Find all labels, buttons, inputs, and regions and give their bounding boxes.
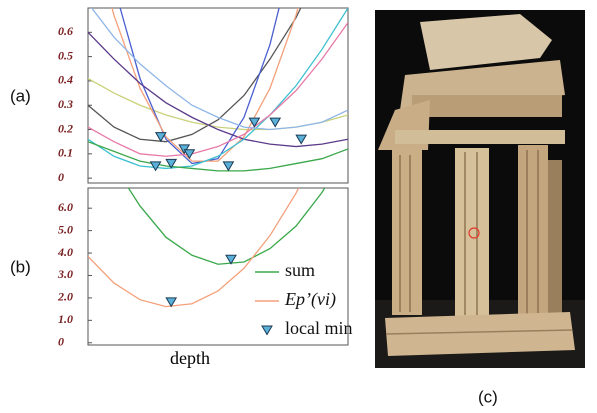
series-line [88, 78, 348, 129]
photo [375, 10, 585, 368]
y-tick-label: 0.4 [58, 73, 73, 87]
x-axis-label: depth [170, 348, 210, 368]
legend-swatch [262, 326, 272, 335]
series-line [88, 0, 348, 164]
plot-area [88, 0, 348, 171]
y-tick-label: 1.0 [58, 312, 73, 326]
panel-label: (c) [478, 387, 498, 406]
y-tick-label: 0 [58, 170, 64, 184]
local-min-marker [156, 133, 166, 142]
y-tick-label: 2.0 [57, 290, 73, 304]
figure: (a) (b) (c) depth 0 0.1 0.2 0.3 0.4 0.5 0.6 0 1.… [0, 0, 597, 413]
panel-label: (a) [10, 86, 31, 105]
series-line [88, 23, 348, 157]
series-line [88, 32, 348, 146]
y-tick-label: 6.0 [58, 200, 73, 214]
y-tick-label: 5.0 [58, 222, 73, 236]
local-min-marker [296, 135, 306, 144]
series-line [88, 0, 348, 161]
series-line [88, 3, 348, 129]
y-tick-label: 3.0 [57, 267, 73, 281]
legend-label: Ep’(νi) [284, 289, 336, 310]
y-tick-label: 4.0 [57, 245, 73, 259]
local-min-marker [270, 118, 280, 127]
series-line [88, 116, 348, 264]
panel-label: (b) [10, 257, 31, 276]
local-min-marker [249, 118, 259, 127]
local-min-marker [151, 162, 161, 171]
y-tick-label: 0.3 [58, 97, 73, 111]
legend-label: local min [285, 318, 352, 338]
y-tick-label: 0.6 [58, 24, 73, 38]
y-tick-label: 0.2 [58, 121, 73, 135]
y-tick-label: 0 [58, 335, 64, 349]
legend-label: sum [285, 260, 315, 280]
y-tick-label: 0.1 [58, 146, 73, 160]
y-tick-label: 0.5 [58, 48, 73, 62]
local-min-marker [223, 162, 233, 171]
